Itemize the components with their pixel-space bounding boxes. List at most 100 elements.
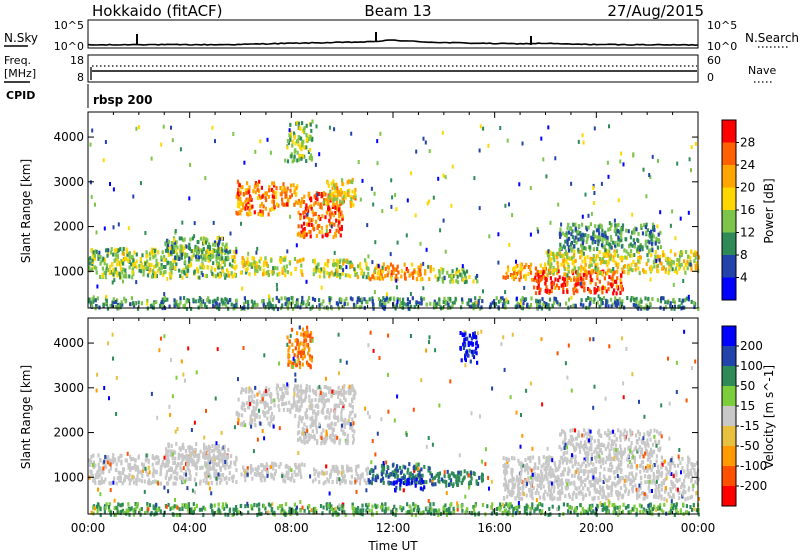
data-cell	[221, 473, 225, 477]
scatter-cell	[370, 186, 373, 191]
scatter-cell	[160, 142, 163, 147]
data-cell	[106, 460, 109, 465]
data-cell	[443, 474, 446, 479]
data-cell	[624, 255, 627, 260]
data-cell	[583, 246, 586, 250]
data-cell	[463, 271, 467, 276]
data-cell	[227, 306, 230, 311]
data-cell	[633, 303, 637, 308]
data-cell	[254, 190, 257, 195]
data-cell	[251, 398, 254, 403]
data-cell	[567, 222, 570, 227]
scatter-cell	[276, 287, 279, 292]
data-cell	[245, 191, 248, 196]
data-cell	[617, 237, 620, 242]
data-cell	[621, 223, 625, 228]
data-cell	[219, 264, 222, 268]
data-cell	[254, 302, 257, 307]
data-cell	[337, 229, 341, 234]
data-cell	[382, 296, 385, 301]
data-cell	[232, 474, 235, 479]
data-cell	[284, 191, 287, 196]
scatter-cell	[376, 139, 379, 144]
data-cell	[458, 475, 461, 480]
data-cell	[544, 269, 547, 274]
data-cell	[621, 299, 624, 304]
data-cell	[562, 244, 565, 249]
data-cell	[660, 455, 663, 460]
data-cell	[628, 244, 631, 249]
data-cell	[262, 263, 265, 268]
data-cell	[618, 297, 621, 302]
data-cell	[308, 156, 311, 161]
data-cell	[137, 467, 140, 472]
data-cell	[261, 209, 264, 214]
data-cell	[579, 231, 582, 235]
scatter-cell	[374, 240, 377, 245]
data-cell	[145, 469, 148, 473]
scatter-cell	[111, 280, 114, 285]
scatter-cell	[181, 220, 184, 225]
data-cell	[205, 237, 208, 242]
data-cell	[299, 213, 302, 218]
data-cell	[298, 258, 301, 263]
data-cell	[170, 267, 173, 272]
data-cell	[614, 296, 617, 301]
data-cell	[224, 466, 227, 471]
data-cell	[157, 460, 160, 465]
scatter-cell	[372, 202, 375, 207]
data-cell	[534, 275, 537, 280]
data-cell	[184, 469, 187, 474]
data-cell	[260, 201, 264, 206]
data-cell	[621, 227, 624, 232]
data-cell	[537, 273, 540, 278]
scatter-cell	[373, 268, 376, 273]
data-cell	[497, 305, 500, 310]
data-cell	[320, 194, 323, 199]
data-cell	[564, 282, 567, 287]
data-cell	[551, 497, 554, 502]
scatter-cell	[642, 167, 645, 172]
data-cell	[281, 395, 284, 400]
data-cell	[102, 466, 105, 471]
data-cell	[180, 252, 183, 257]
data-cell	[159, 271, 162, 276]
data-cell	[604, 234, 607, 239]
data-cell	[331, 205, 334, 209]
scatter-cell	[316, 192, 319, 197]
scatter-cell	[519, 301, 522, 306]
data-cell	[581, 282, 584, 287]
data-cell	[348, 402, 351, 407]
data-cell	[449, 297, 452, 301]
data-cell	[170, 474, 173, 479]
data-cell	[173, 303, 176, 308]
data-cell	[282, 407, 285, 412]
data-cell	[635, 227, 638, 232]
data-cell	[659, 254, 662, 259]
data-cell	[684, 263, 687, 268]
data-cell	[570, 248, 573, 253]
noise-sky-series	[87, 39, 699, 47]
data-cell	[128, 260, 131, 264]
power-cbar-label: Power [dB]	[762, 178, 776, 243]
data-cell	[316, 197, 319, 202]
data-cell	[600, 298, 603, 303]
data-cell	[96, 296, 99, 301]
data-cell	[449, 481, 452, 486]
data-cell	[536, 473, 539, 478]
data-cell	[288, 300, 291, 305]
data-cell	[351, 177, 354, 182]
scatter-cell	[330, 224, 333, 229]
data-cell	[282, 202, 285, 207]
data-cell	[566, 277, 569, 282]
data-cell	[313, 433, 316, 438]
data-cell	[572, 303, 575, 308]
data-cell	[270, 258, 273, 263]
data-cell	[546, 253, 550, 257]
data-cell	[333, 413, 336, 417]
data-cell	[611, 481, 614, 486]
data-cell	[248, 386, 251, 391]
data-cell	[349, 194, 352, 199]
data-cell	[425, 302, 428, 307]
data-cell	[632, 302, 635, 307]
